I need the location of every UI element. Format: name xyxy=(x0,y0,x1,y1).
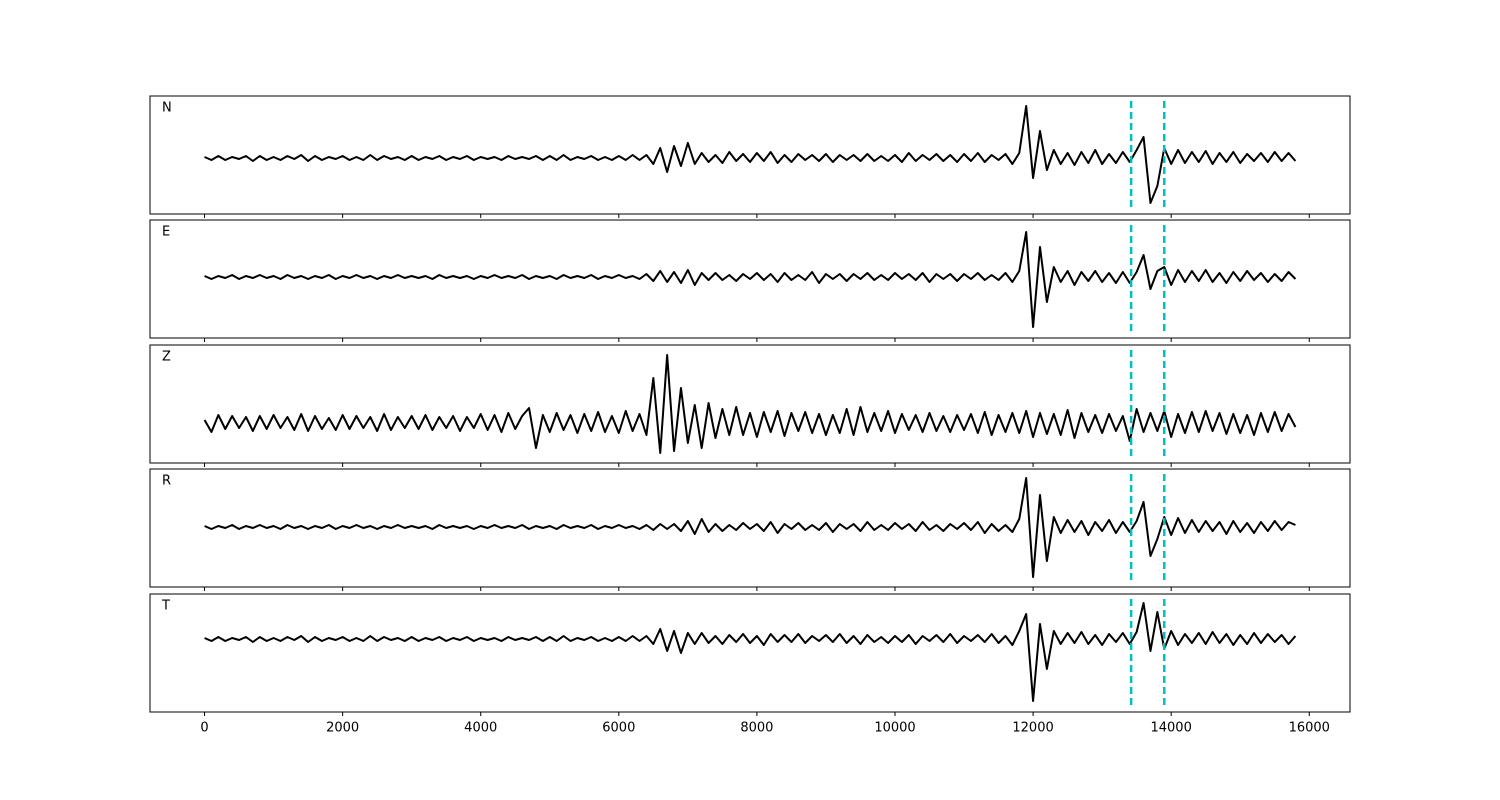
panel-label: T xyxy=(161,599,170,614)
trace xyxy=(204,231,1297,328)
panel-label: Z xyxy=(162,350,171,365)
x-tick-label: 0 xyxy=(200,721,208,736)
x-tick-label: 16000 xyxy=(1289,721,1330,736)
panel-frame xyxy=(149,95,1351,215)
panel-frame xyxy=(149,219,1351,339)
x-tick-label: 4000 xyxy=(464,721,497,736)
trace xyxy=(204,477,1296,578)
trace xyxy=(203,354,1297,454)
x-tick-label: 6000 xyxy=(602,721,635,736)
trace xyxy=(204,105,1297,204)
panel-label: N xyxy=(162,101,172,116)
x-tick-label: 14000 xyxy=(1150,721,1191,736)
panel-frame xyxy=(149,468,1351,588)
trace xyxy=(204,602,1297,702)
panel-frame xyxy=(149,344,1351,464)
panel-frame xyxy=(149,593,1351,713)
panel-label: R xyxy=(162,474,171,489)
x-tick-label: 12000 xyxy=(1012,721,1053,736)
x-tick-label: 8000 xyxy=(740,721,773,736)
panel-label: E xyxy=(162,225,170,240)
x-tick-label: 2000 xyxy=(326,721,359,736)
x-tick-label: 10000 xyxy=(874,721,915,736)
